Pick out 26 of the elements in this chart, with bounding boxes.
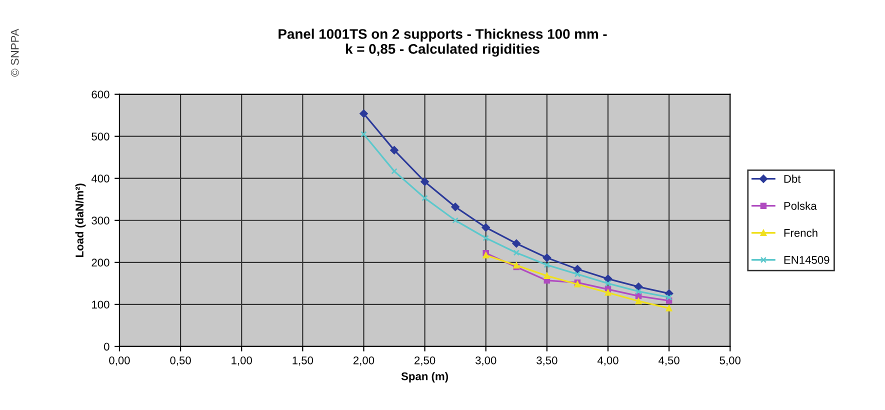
legend-label: French: [784, 228, 818, 237]
x-tick-label: 3,50: [536, 356, 558, 366]
legend-label: Polska: [784, 202, 817, 210]
x-tick-label: 1,50: [292, 356, 314, 366]
x-axis-title: Span (m): [401, 372, 448, 382]
x-tick-label: 4,50: [658, 356, 680, 366]
x-tick-label: 2,00: [353, 356, 374, 366]
y-tick-label: 100: [92, 300, 110, 309]
legend-label: Dbt: [784, 174, 801, 183]
y-axis-title: Load (daN/m²): [75, 184, 86, 257]
x-tick-label: 5,00: [720, 356, 741, 366]
y-tick-label: 500: [92, 132, 110, 140]
x-tick-label: 0,00: [109, 356, 130, 366]
text: © SNPPA: [10, 28, 19, 77]
x-tick-label: 3,00: [475, 356, 496, 366]
x-tick-label: 1,00: [232, 356, 252, 366]
x-tick-label: 4,00: [597, 356, 618, 366]
legend-label: EN14509: [784, 256, 830, 264]
y-tick-label: 400: [91, 174, 110, 182]
y-tick-label: 0: [104, 342, 110, 351]
y-tick-label: 300: [92, 216, 110, 225]
x-tick-label: 0,50: [170, 356, 191, 366]
y-tick-label: 600: [92, 90, 110, 98]
y-tick-label: 200: [92, 258, 110, 267]
chart-title: Panel 1001TS on 2 supports - Thickness 100 mm - k = 0,85 - Calculated rigidities: [278, 28, 607, 57]
x-tick-label: 2,50: [414, 356, 436, 366]
